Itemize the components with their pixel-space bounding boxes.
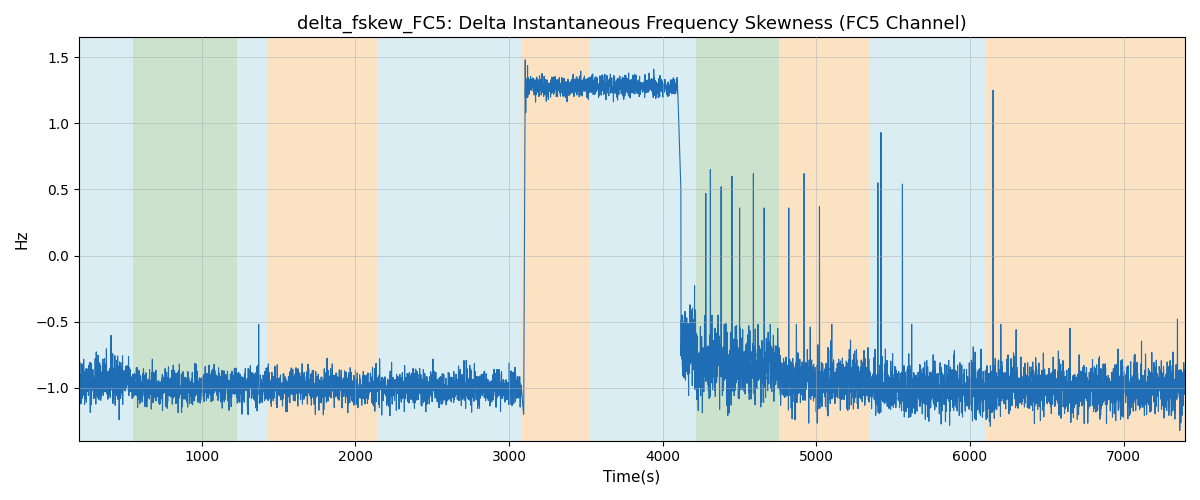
Bar [521, 38, 590, 440]
Bar [1060, 38, 1184, 440]
Bar [682, 38, 696, 440]
Bar [696, 38, 780, 440]
Bar [238, 38, 268, 440]
X-axis label: Time(s): Time(s) [604, 470, 660, 485]
Bar [268, 38, 378, 440]
Title: delta_fskew_FC5: Delta Instantaneous Frequency Skewness (FC5 Channel): delta_fskew_FC5: Delta Instantaneous Fre… [298, 15, 967, 34]
Bar [590, 38, 682, 440]
Bar [378, 38, 521, 440]
Bar [985, 38, 1060, 440]
Bar [870, 38, 985, 440]
Bar [780, 38, 870, 440]
Y-axis label: Hz: Hz [14, 230, 30, 249]
Bar [133, 38, 238, 440]
Bar [79, 38, 133, 440]
